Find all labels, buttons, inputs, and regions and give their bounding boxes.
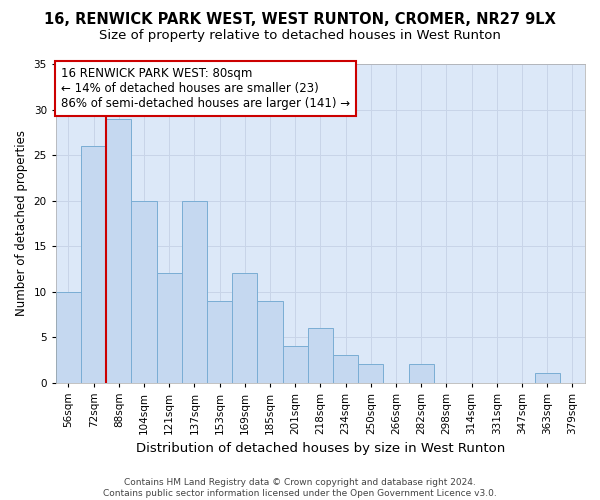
Text: 16, RENWICK PARK WEST, WEST RUNTON, CROMER, NR27 9LX: 16, RENWICK PARK WEST, WEST RUNTON, CROM…	[44, 12, 556, 28]
Bar	[283, 346, 308, 383]
Bar	[358, 364, 383, 382]
X-axis label: Distribution of detached houses by size in West Runton: Distribution of detached houses by size …	[136, 442, 505, 455]
Bar	[333, 355, 358, 382]
Text: Contains HM Land Registry data © Crown copyright and database right 2024.
Contai: Contains HM Land Registry data © Crown c…	[103, 478, 497, 498]
Y-axis label: Number of detached properties: Number of detached properties	[15, 130, 28, 316]
Bar	[308, 328, 333, 382]
Bar	[131, 200, 157, 382]
Bar	[56, 292, 81, 382]
Text: 16 RENWICK PARK WEST: 80sqm
← 14% of detached houses are smaller (23)
86% of sem: 16 RENWICK PARK WEST: 80sqm ← 14% of det…	[61, 67, 350, 110]
Bar	[81, 146, 106, 382]
Bar	[157, 274, 182, 382]
Bar	[409, 364, 434, 382]
Text: Size of property relative to detached houses in West Runton: Size of property relative to detached ho…	[99, 29, 501, 42]
Bar	[535, 374, 560, 382]
Bar	[207, 300, 232, 382]
Bar	[182, 200, 207, 382]
Bar	[232, 274, 257, 382]
Bar	[106, 118, 131, 382]
Bar	[257, 300, 283, 382]
